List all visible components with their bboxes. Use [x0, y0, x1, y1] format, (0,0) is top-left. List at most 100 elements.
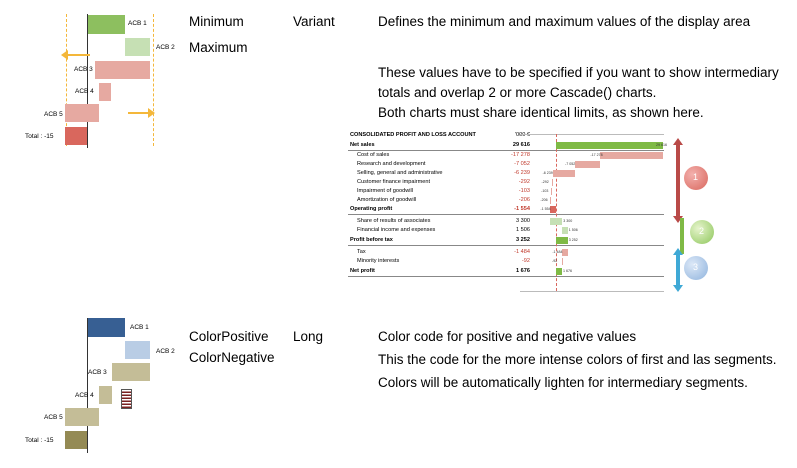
row-value: -1 484 [514, 249, 530, 255]
bracket-blue-head-bottom [673, 285, 683, 292]
arrow-left-icon [64, 54, 90, 56]
limit-line-max [153, 14, 154, 146]
bar-acb4 [99, 83, 111, 101]
cascade-bar-label: -206 [540, 198, 548, 202]
circle-2-label: 2 [699, 226, 705, 236]
cascade-bar [551, 179, 553, 186]
cascade-bar [551, 188, 553, 195]
table-row: Amortization of goodwill -206 [348, 196, 664, 205]
bar2-acb4 [99, 386, 112, 404]
row-name: Amortization of goodwill [357, 197, 417, 203]
desc-1-line2: These values have to be specified if you… [378, 65, 779, 80]
row-value: 3 300 [516, 218, 530, 224]
bar-acb3 [95, 61, 150, 79]
cascade-bar [556, 268, 563, 275]
row-value: -92 [521, 258, 530, 264]
row-separator [348, 150, 664, 151]
row-value: 3 252 [516, 237, 530, 243]
table-row: Cost of sales -17 278 [348, 151, 664, 160]
cascade-bar [556, 142, 663, 149]
bar-acb5 [65, 104, 99, 122]
cascade-bar-label: -17 278 [590, 153, 603, 157]
desc-1-line4: Both charts must share identical limits,… [378, 105, 704, 120]
param-maximum: Maximum [189, 40, 248, 55]
circle-1-label: 1 [693, 172, 699, 182]
row-name: Net profit [350, 268, 375, 274]
label-acb4: ACB 4 [75, 88, 94, 95]
bar-acb2 [125, 38, 150, 56]
axis-line [87, 14, 88, 148]
desc-2-line1: Color code for positive and negative val… [378, 329, 637, 344]
bracket-red-head-bottom [673, 216, 683, 223]
row-value: 1 676 [516, 268, 530, 274]
row-value: -206 [518, 197, 530, 203]
type-variant: Variant [293, 14, 335, 29]
table-row: Share of results of associates 3 300 [348, 217, 664, 226]
axis-line-2 [87, 318, 88, 453]
param-color-positive: ColorPositive [189, 329, 269, 344]
label-acb2: ACB 2 [156, 44, 175, 51]
row-name: Share of results of associates [357, 218, 431, 224]
label-acb5: ACB 5 [44, 111, 63, 118]
table-row: Financial income and expenses 1 506 [348, 226, 664, 235]
desc-1-line3: totals and overlap 2 or more Cascade() c… [378, 85, 657, 100]
table-row: Research and development -7 052 [348, 160, 664, 169]
bar2-acb5 [65, 408, 99, 426]
label2-acb5: ACB 5 [44, 414, 63, 421]
cascade-bar [562, 258, 564, 265]
bar-acb1 [88, 15, 125, 34]
circle-3-label: 3 [693, 262, 699, 272]
row-value: -6 239 [514, 170, 530, 176]
table-row: Impairment of goodwill -103 [348, 187, 664, 196]
desc-1-line1: Defines the minimum and maximum values o… [378, 14, 751, 29]
table-row: Net profit 1 676 [348, 267, 664, 276]
row-name: Research and development [357, 161, 426, 167]
cascade-bar [562, 227, 568, 234]
cascade-bar [600, 152, 663, 159]
bar2-acb3 [112, 363, 150, 381]
bar2-acb2 [125, 341, 150, 359]
row-name: Operating profit [350, 206, 393, 212]
table-row: Minority interests -92 [348, 257, 664, 266]
cascade-bar [552, 170, 576, 177]
label-acb1: ACB 1 [128, 20, 147, 27]
bracket-green-arrow-icon [680, 218, 684, 254]
circle-1-icon [684, 166, 708, 190]
arrow-right-icon [128, 112, 150, 114]
row-name: Impairment of goodwill [357, 188, 413, 194]
bar-total [65, 127, 87, 145]
cascade-bar-label: -1 484 [552, 250, 563, 254]
row-name: Profit before tax [350, 237, 393, 243]
label2-acb1: ACB 1 [130, 324, 149, 331]
desc-2-line2: This the code for the more intense color… [378, 352, 777, 367]
table-row: Operating profit -1 554 [348, 205, 664, 214]
label2-acb2: ACB 2 [156, 348, 175, 355]
bracket-red-arrow-icon [676, 144, 680, 218]
type-long: Long [293, 329, 324, 344]
row-name: Selling, general and administrative [357, 170, 443, 176]
cascade-bar-label: 3 300 [563, 219, 573, 223]
table-row: Selling, general and administrative -6 23… [348, 169, 664, 178]
param-minimum: Minimum [189, 14, 244, 29]
row-name: Net sales [350, 142, 375, 148]
limit-line-min [66, 14, 67, 146]
cascade-bar [550, 197, 552, 204]
row-name: Customer finance impairment [357, 179, 431, 185]
cascade-bar [575, 161, 601, 168]
chart-zero-line [556, 134, 557, 291]
circle-3-icon [684, 256, 708, 280]
table-row: Profit before tax 3 252 [348, 236, 664, 245]
table-unit: '000 € [514, 132, 530, 138]
bracket-blue-head-top [673, 248, 683, 255]
cascade-bar [562, 249, 568, 256]
cascade-bar-label: -103 [541, 189, 549, 193]
table-header: CONSOLIDATED PROFIT AND LOSS ACCOUNT '00… [348, 131, 664, 140]
row-value: -292 [518, 179, 530, 185]
label2-total: Total : -15 [25, 437, 54, 444]
color-swatch-icon [121, 389, 132, 409]
row-value: -1 554 [514, 206, 530, 212]
label2-acb4: ACB 4 [75, 392, 94, 399]
label2-acb3: ACB 3 [88, 369, 107, 376]
label-acb3: ACB 3 [74, 66, 93, 73]
row-value: -7 052 [514, 161, 530, 167]
